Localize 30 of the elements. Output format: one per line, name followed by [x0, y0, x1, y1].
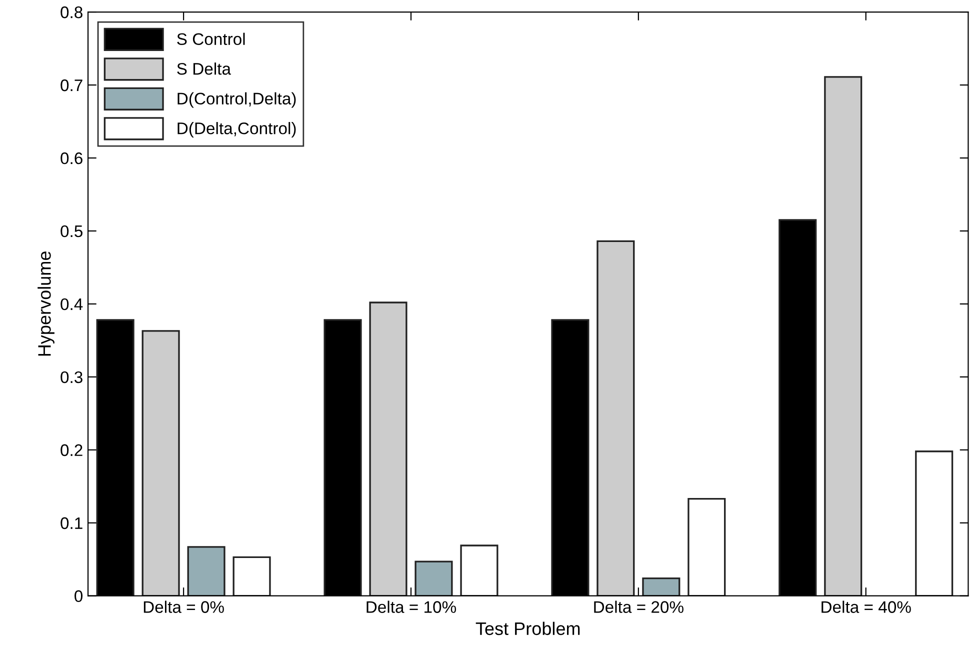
x-tick-label: Delta = 10% — [366, 600, 456, 613]
bar — [187, 546, 226, 596]
y-tick-label: 0 — [74, 590, 83, 602]
bar — [414, 560, 453, 596]
y-tick-label: 0.7 — [60, 79, 82, 92]
y-tick-label: 0.8 — [60, 6, 82, 18]
x-tick-label: Delta = 20% — [594, 600, 684, 613]
bar — [642, 578, 680, 596]
legend-label: D(Control,Delta) — [178, 92, 296, 108]
y-tick-label: 0.2 — [60, 444, 82, 456]
x-axis-title: Test Problem — [476, 622, 580, 636]
bar — [460, 544, 498, 596]
bar — [688, 498, 726, 596]
y-tick-label: 0.5 — [60, 225, 82, 238]
bar — [915, 450, 954, 596]
bar — [142, 330, 180, 596]
y-tick-label: 0.3 — [60, 371, 82, 384]
bar — [596, 240, 635, 596]
legend-label: S Delta — [177, 62, 232, 75]
legend-label: S Control — [177, 32, 245, 46]
y-tick-label: 0.6 — [60, 152, 82, 164]
bar — [824, 76, 862, 596]
x-tick-label: Delta = 40% — [822, 600, 911, 613]
legend-label: D(Delta,Control) — [178, 122, 296, 138]
bar — [369, 302, 408, 596]
y-tick-label: 0.1 — [60, 517, 82, 530]
y-axis-title: Hypervolume — [38, 252, 54, 356]
bar — [232, 556, 271, 596]
y-tick-label: 0.4 — [60, 298, 83, 310]
x-tick-label: Delta = 0% — [144, 600, 224, 613]
